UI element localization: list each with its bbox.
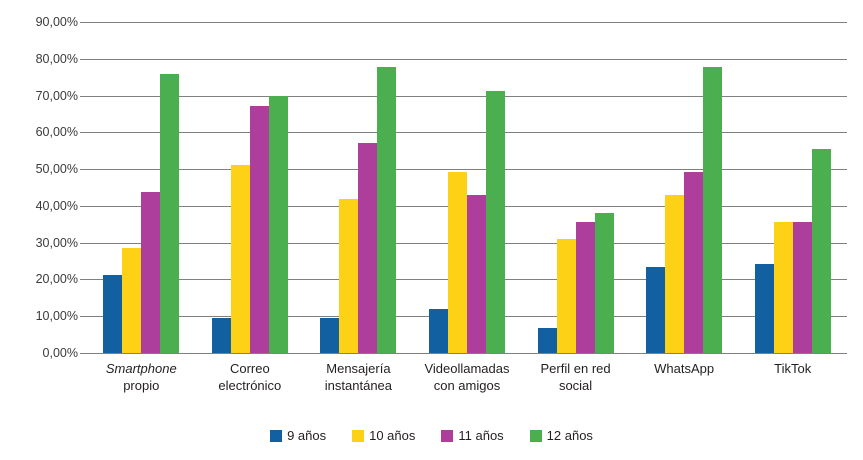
- bar: [754, 263, 774, 353]
- bar: [358, 143, 378, 353]
- legend-item[interactable]: 12 años: [529, 428, 593, 443]
- y-tick-label: 40,00%: [35, 198, 78, 213]
- bar-group: [630, 22, 739, 353]
- x-axis-category-label: Smartphone propio: [105, 361, 177, 393]
- y-tick-label: 50,00%: [35, 162, 78, 177]
- gridline-60: [87, 132, 847, 134]
- y-tick-label: 80,00%: [35, 51, 78, 66]
- bar-group: [304, 22, 413, 353]
- y-tick-mark: [80, 95, 87, 97]
- x-axis-category-label: Correo electrónico: [218, 361, 282, 393]
- bar: [249, 105, 269, 353]
- bar: [447, 171, 467, 353]
- legend-label: 10 años: [369, 428, 416, 443]
- bar: [646, 266, 666, 353]
- legend-swatch-icon: [352, 429, 365, 442]
- gridline-50: [87, 169, 847, 171]
- y-axis: 0,00% 10,00% 20,00% 30,00% 40,00% 50,00% 60,00…: [0, 0, 87, 375]
- y-tick-label: 0,00%: [42, 346, 78, 360]
- bar: [594, 212, 614, 353]
- bar: [339, 198, 359, 353]
- y-tick-mark: [80, 58, 87, 60]
- legend-swatch-icon: [441, 429, 454, 442]
- legend-label: 9 años: [287, 428, 327, 443]
- x-axis-category-label: TikTok: [774, 361, 812, 376]
- y-tick-mark: [80, 169, 87, 171]
- bar: [320, 318, 340, 353]
- bar-group: [196, 22, 305, 353]
- bar: [377, 67, 397, 353]
- y-tick-label: 30,00%: [35, 235, 78, 250]
- y-tick-label: 10,00%: [35, 309, 78, 324]
- bar: [556, 239, 576, 353]
- bar: [122, 247, 142, 353]
- legend-swatch-icon: [270, 429, 283, 442]
- bar: [230, 164, 250, 353]
- legend-label: 11 años: [458, 428, 504, 443]
- bar: [268, 96, 288, 353]
- y-tick-mark: [80, 205, 87, 207]
- bar-group: [738, 22, 847, 353]
- bar: [703, 67, 723, 353]
- bar: [160, 74, 180, 353]
- gridline-70: [87, 95, 847, 97]
- y-tick-label: 70,00%: [35, 88, 78, 103]
- bar-group: [87, 22, 196, 353]
- bar: [773, 222, 793, 353]
- bar: [485, 90, 505, 353]
- bar: [211, 318, 231, 353]
- bar: [537, 328, 557, 353]
- bar: [792, 222, 812, 353]
- legend-swatch-icon: [529, 429, 542, 442]
- bar-group: [521, 22, 630, 353]
- y-tick-mark: [80, 279, 87, 281]
- plot-area: [87, 22, 847, 354]
- bar: [575, 222, 595, 353]
- x-axis: Smartphone propio Correo electrónico Mensaje…: [87, 360, 847, 410]
- gridline-80: [87, 58, 847, 60]
- bar-group: [413, 22, 522, 353]
- y-tick-mark: [80, 242, 87, 244]
- y-tick-label: 20,00%: [35, 272, 78, 287]
- bar: [665, 195, 685, 353]
- x-axis-category-label: Videollamadas con amigos: [424, 361, 510, 393]
- legend-item[interactable]: 10 años: [352, 428, 415, 443]
- x-axis-category-label: Mensajería instantánea: [324, 361, 393, 393]
- y-tick-mark: [80, 22, 87, 23]
- y-tick-label: 60,00%: [35, 125, 78, 140]
- chart-legend: 9 años 10 años 11 años 12 años: [0, 428, 863, 443]
- bar: [466, 194, 486, 353]
- bar: [684, 172, 704, 353]
- bar: [811, 149, 831, 353]
- legend-label: 12 años: [546, 428, 593, 443]
- x-axis-category-label: Perfil en red social: [540, 361, 611, 393]
- y-tick-label: 90,00%: [35, 15, 78, 29]
- legend-item[interactable]: 11 años: [441, 428, 504, 443]
- y-tick-mark: [80, 353, 87, 354]
- y-tick-mark: [80, 316, 87, 318]
- gridline-0: [87, 353, 847, 354]
- legend-item[interactable]: 9 años: [270, 428, 326, 443]
- y-tick-mark: [80, 132, 87, 134]
- x-axis-category-label: WhatsApp: [654, 361, 715, 376]
- bar: [103, 275, 123, 353]
- gridline-90: [87, 22, 847, 23]
- bar: [141, 192, 161, 353]
- bar: [428, 308, 448, 353]
